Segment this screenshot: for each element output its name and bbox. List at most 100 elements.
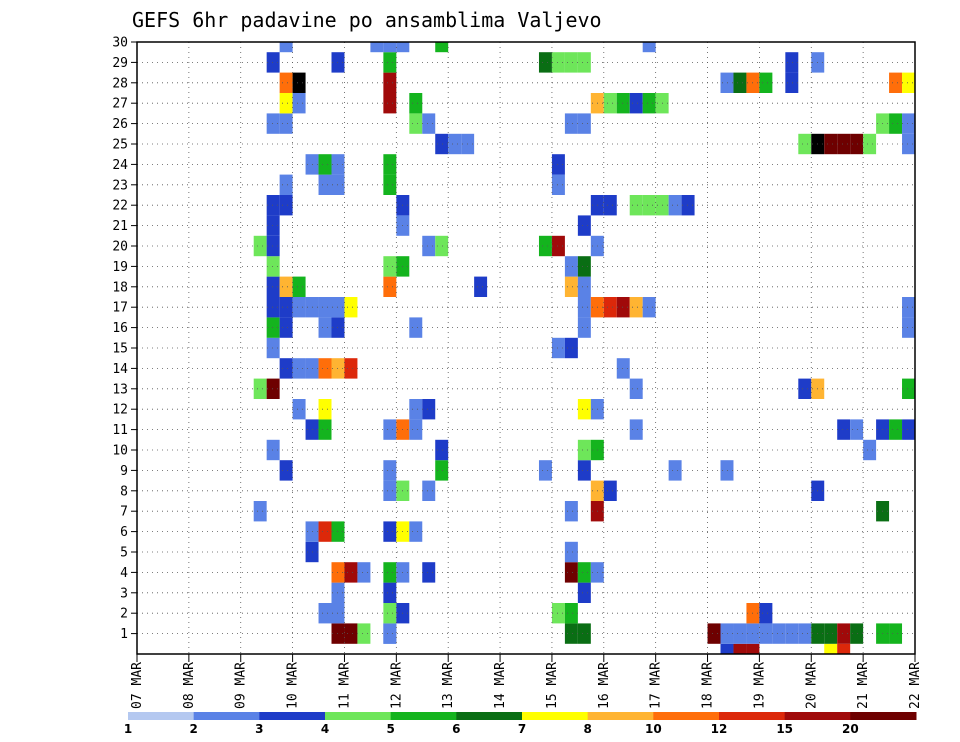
heatmap-cell — [642, 93, 656, 114]
heatmap-cell — [383, 460, 397, 481]
heatmap-cell — [318, 174, 332, 195]
heatmap-cell — [266, 297, 280, 318]
x-tick-label: 09 MAR — [234, 662, 249, 709]
y-tick-label: 20 — [112, 240, 128, 255]
colorbar-tick-label: 5 — [386, 722, 394, 736]
heatmap-cell — [279, 72, 293, 93]
x-tick-label: 11 MAR — [337, 662, 352, 709]
heatmap-cell — [357, 562, 371, 583]
heatmap-cell — [409, 521, 423, 542]
heatmap-cell — [279, 174, 293, 195]
heatmap-cell — [344, 297, 358, 318]
heatmap-cell — [383, 582, 397, 603]
heatmap-cell — [746, 643, 760, 654]
colorbar-swatch — [522, 712, 589, 720]
heatmap-cell — [292, 399, 306, 420]
colorbar-tick-label: 8 — [583, 722, 591, 736]
colorbar-swatch — [128, 712, 195, 720]
heatmap-cell — [409, 317, 423, 338]
heatmap-cell — [266, 337, 280, 359]
heatmap-cell — [318, 297, 332, 318]
heatmap-cell — [902, 297, 915, 318]
colorbar-swatch — [784, 712, 851, 720]
heatmap-cell — [551, 235, 565, 257]
heatmap-cell — [889, 419, 903, 440]
heatmap-cell — [629, 195, 643, 216]
heatmap-cell — [733, 72, 747, 93]
y-tick-label: 12 — [112, 403, 128, 418]
heatmap-cell — [798, 623, 812, 644]
heatmap-cell — [279, 460, 293, 481]
heatmap-cell — [850, 623, 864, 644]
heatmap-cell — [383, 174, 397, 195]
x-tick-label: 17 MAR — [649, 662, 664, 709]
heatmap-cell — [422, 235, 436, 257]
heatmap-cell — [668, 460, 682, 481]
y-tick-label: 11 — [112, 423, 128, 438]
heatmap-cell — [383, 603, 397, 624]
colorbar-swatch — [259, 712, 326, 720]
heatmap-cell — [850, 133, 864, 155]
heatmap-cell — [383, 419, 397, 440]
heatmap-cell — [253, 378, 267, 399]
heatmap-cell — [564, 276, 578, 297]
x-tick-label: 12 MAR — [389, 662, 404, 709]
heatmap-cell — [889, 113, 903, 134]
heatmap-cell — [577, 623, 591, 644]
heatmap-cell — [266, 195, 280, 216]
heatmap-cell — [383, 72, 397, 93]
heatmap-cell — [577, 113, 591, 134]
heatmap-cell — [279, 297, 293, 318]
heatmap-cell — [551, 174, 565, 195]
heatmap-cell — [707, 623, 721, 644]
heatmap-cell — [383, 52, 397, 73]
heatmap-cell — [577, 582, 591, 603]
y-tick-label: 8 — [120, 484, 128, 499]
heatmap-cell — [642, 297, 656, 318]
heatmap-cell — [603, 93, 617, 114]
heatmap-cell — [318, 419, 332, 440]
heatmap-cell — [616, 358, 630, 379]
heatmap-cell — [564, 52, 578, 73]
y-tick-label: 7 — [120, 505, 128, 520]
colorbar-tick-label: 4 — [321, 722, 329, 736]
heatmap-cell — [785, 52, 799, 73]
y-tick-label: 29 — [112, 56, 128, 71]
heatmap-cell — [279, 113, 293, 134]
heatmap-cell — [422, 480, 436, 501]
x-tick-label: 22 MAR — [908, 662, 923, 709]
heatmap-cell — [837, 643, 851, 654]
heatmap-cell — [577, 256, 591, 277]
heatmap-cell — [266, 276, 280, 297]
heatmap-cell — [564, 501, 578, 522]
y-tick-label: 13 — [112, 382, 128, 397]
heatmap-cell — [720, 72, 734, 93]
heatmap-cell — [564, 337, 578, 359]
heatmap-cell — [279, 42, 293, 53]
heatmap-cell — [616, 93, 630, 114]
y-tick-label: 3 — [120, 586, 128, 601]
heatmap-cell — [902, 113, 915, 134]
heatmap-cell — [564, 562, 578, 583]
heatmap-cell — [837, 623, 851, 644]
heatmap-cell — [668, 195, 682, 216]
heatmap-cell — [383, 276, 397, 297]
colorbar-swatch — [587, 712, 654, 720]
heatmap-cell — [720, 623, 734, 644]
heatmap-cell — [266, 52, 280, 73]
heatmap-cell — [266, 256, 280, 277]
heatmap-cell — [538, 460, 552, 481]
heatmap-cell — [733, 623, 747, 644]
heatmap-cell — [344, 562, 358, 583]
heatmap-cell — [772, 623, 786, 644]
heatmap-cell — [889, 72, 903, 93]
heatmap-cell — [785, 623, 799, 644]
heatmap-cell — [409, 93, 423, 114]
heatmap-cell — [292, 297, 306, 318]
colorbar-swatch — [653, 712, 720, 720]
heatmap-cell — [422, 399, 436, 420]
y-tick-label: 14 — [112, 362, 128, 377]
heatmap-cell — [383, 154, 397, 175]
heatmap-cell — [759, 72, 773, 93]
